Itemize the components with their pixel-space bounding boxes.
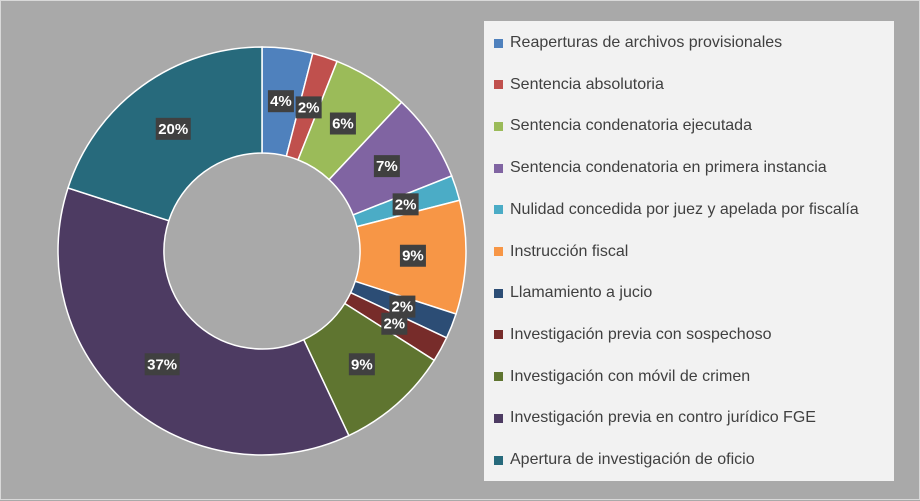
data-label-text: 37% xyxy=(147,356,177,373)
legend-item: Llamamiento a jucio xyxy=(494,282,652,304)
data-label-5: 2% xyxy=(392,193,419,216)
legend-label: Apertura de investigación de oficio xyxy=(510,451,755,468)
legend-label: Investigación previa con sospechoso xyxy=(510,325,772,343)
legend-item: Sentencia absolutoria xyxy=(494,74,664,96)
legend-label: Instrucción fiscal xyxy=(510,242,629,260)
legend-swatch xyxy=(494,247,503,256)
data-label-text: 9% xyxy=(402,248,424,265)
chart-legend: Reaperturas de archivos provisionales Sen… xyxy=(484,21,894,481)
data-label-box xyxy=(144,353,180,376)
legend-label: Sentencia condenatoria ejecutada xyxy=(510,117,752,135)
data-label-box xyxy=(399,244,426,267)
data-label-box xyxy=(381,312,408,335)
legend-label: Llamamiento a jucio xyxy=(510,284,653,302)
data-label-text: 2% xyxy=(395,196,417,213)
data-label-box xyxy=(155,117,191,140)
legend-label: Reaperturas de archivos provisionales xyxy=(510,34,783,51)
legend-label: Nulidad concedida por juez y apelada por… xyxy=(510,200,859,218)
legend-label: Sentencia condenatoria en primera instan… xyxy=(510,159,827,177)
data-label-text: 4% xyxy=(270,93,292,110)
data-label-6: 9% xyxy=(399,244,426,267)
legend-item: Investigación previa en contro jurídico … xyxy=(494,407,816,429)
legend-swatch xyxy=(494,413,503,423)
legend-swatch xyxy=(494,121,503,131)
legend-swatch xyxy=(494,163,503,173)
legend-swatch xyxy=(494,372,503,382)
data-label-box xyxy=(295,96,322,119)
legend-item: Nulidad concedida por juez y apelada por… xyxy=(494,199,859,221)
data-label-3: 6% xyxy=(329,112,356,135)
legend-item: Sentencia condenatoria en primera instan… xyxy=(494,157,827,179)
data-label-8: 2% xyxy=(381,312,408,335)
legend-label: Sentencia absolutoria xyxy=(510,75,664,93)
data-label-box xyxy=(389,295,416,318)
legend-swatch xyxy=(494,205,503,215)
data-label-text: 2% xyxy=(383,316,405,333)
data-label-box xyxy=(373,155,400,178)
legend-item: Sentencia condenatoria ejecutada xyxy=(494,115,752,137)
legend-swatch xyxy=(494,80,503,90)
data-label-text: 2% xyxy=(392,299,414,316)
data-label-10: 37% xyxy=(144,353,180,376)
data-label-box xyxy=(392,193,419,216)
legend-item: Apertura de investigación de oficio xyxy=(494,449,755,471)
legend-label: Investigación previa en contro jurídico … xyxy=(510,409,816,427)
data-label-text: 9% xyxy=(351,356,373,373)
data-label-box xyxy=(348,353,375,376)
data-label-1: 4% xyxy=(267,90,294,113)
legend-swatch xyxy=(494,288,503,298)
data-label-9: 9% xyxy=(348,353,375,376)
legend-label: Investigación con móvil de crimen xyxy=(510,367,751,385)
legend-item: Reaperturas de archivos provisionales xyxy=(494,32,782,54)
legend-item: Investigación con móvil de crimen xyxy=(494,366,750,388)
slice-10 xyxy=(57,187,350,456)
legend-item: Instrucción fiscal xyxy=(494,241,628,263)
legend-swatch xyxy=(494,455,503,465)
data-label-11: 20% xyxy=(155,117,191,140)
data-label-2: 2% xyxy=(295,96,322,119)
data-label-7: 2% xyxy=(389,295,416,318)
legend-item: Investigación previa con sospechoso xyxy=(494,324,772,346)
data-label-4: 7% xyxy=(373,155,400,178)
data-label-text: 20% xyxy=(158,121,188,138)
data-label-text: 2% xyxy=(298,99,320,116)
legend-swatch xyxy=(494,38,503,48)
data-labels: 4% 2%6%7%2%9%2%2%9%37%20% xyxy=(144,90,426,376)
legend-swatch xyxy=(494,330,503,340)
data-label-text: 6% xyxy=(332,116,354,133)
data-label-box xyxy=(329,112,356,135)
data-label-text: 7% xyxy=(376,158,398,175)
data-label-box xyxy=(267,90,294,113)
